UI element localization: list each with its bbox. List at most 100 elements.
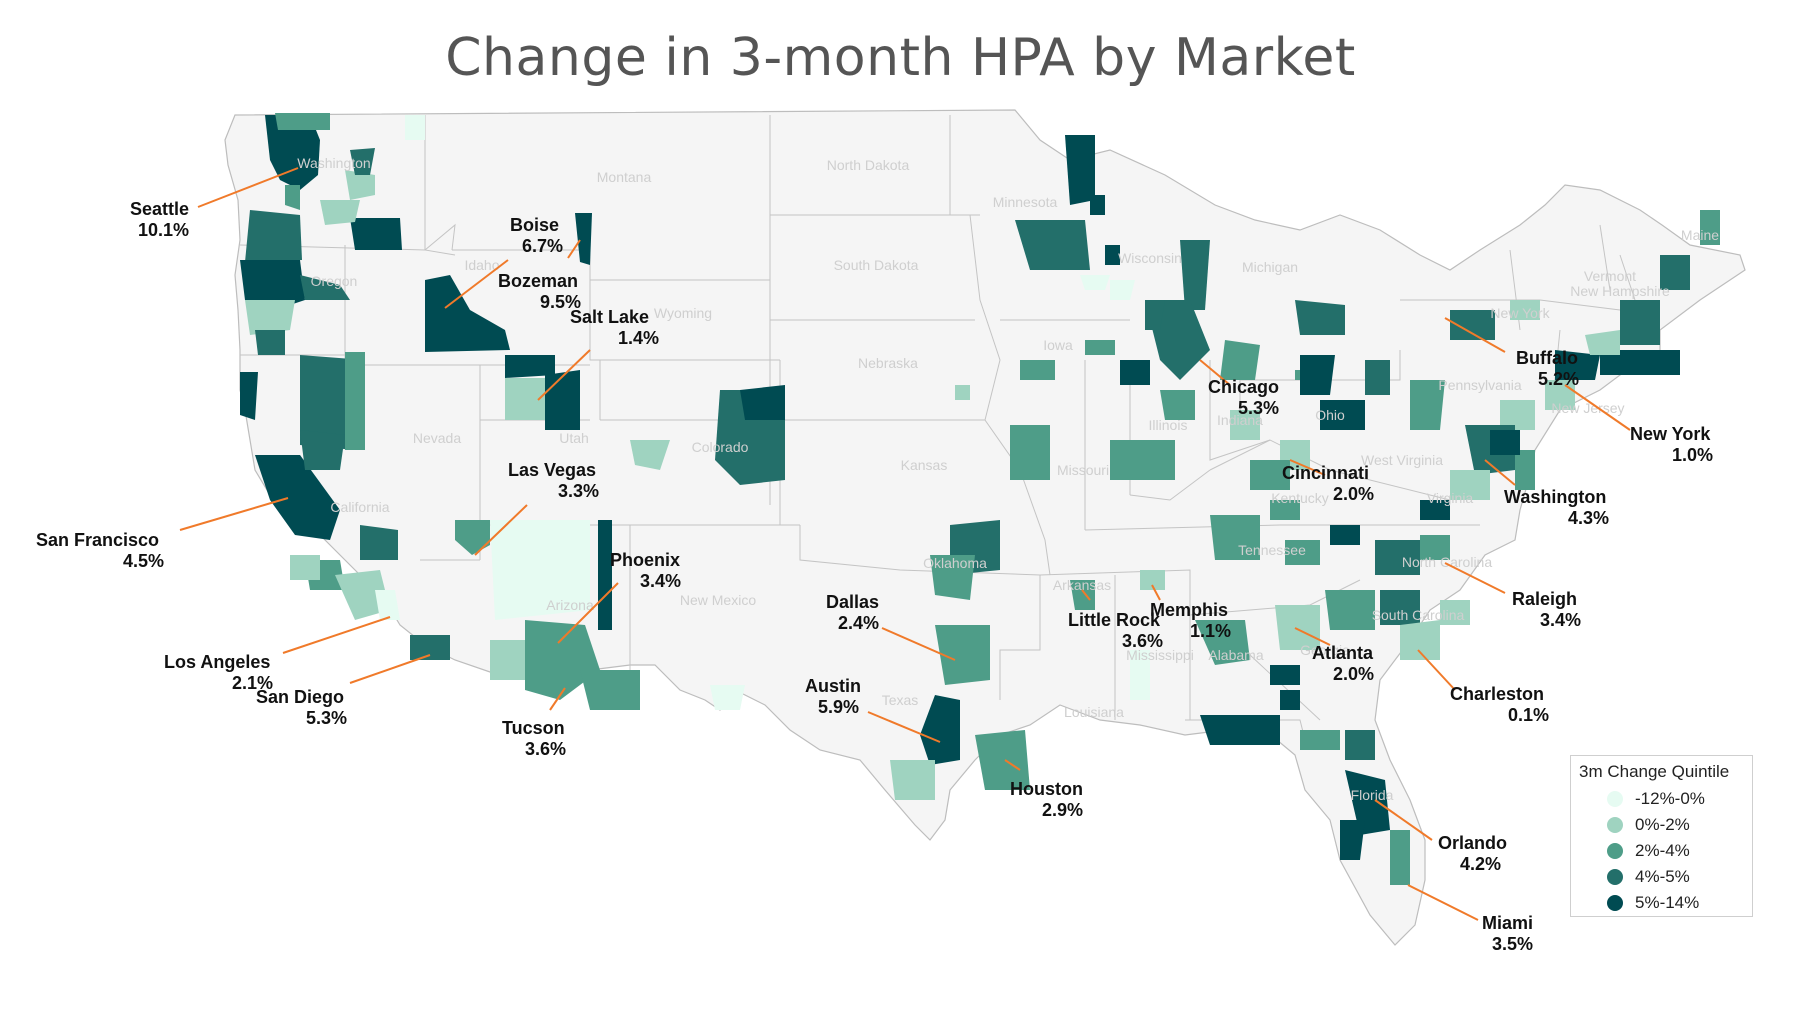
market-area xyxy=(240,260,305,310)
market-area xyxy=(1210,515,1260,560)
state-label-new-hampshire: New Hampshire xyxy=(1570,283,1670,299)
state-label-maine: Maine xyxy=(1681,227,1719,243)
legend-title: 3m Change Quintile xyxy=(1579,762,1730,781)
market-area xyxy=(285,185,300,210)
market-area xyxy=(345,170,375,200)
state-label-virginia: Virginia xyxy=(1427,490,1474,506)
market-area xyxy=(240,372,258,420)
market-area xyxy=(410,635,450,660)
legend-label: 2%-4% xyxy=(1635,841,1690,860)
leader-line-phoenix xyxy=(557,582,619,644)
market-area xyxy=(505,355,555,378)
market-area xyxy=(575,213,592,265)
market-area xyxy=(935,625,990,685)
market-name-raleigh: Raleigh xyxy=(1512,589,1577,609)
state-label-oklahoma: Oklahoma xyxy=(923,555,987,571)
market-area xyxy=(265,115,320,190)
market-name-atlanta: Atlanta xyxy=(1312,643,1374,663)
market-value-houston: 2.9% xyxy=(1042,800,1083,820)
market-value-san-francisco: 4.5% xyxy=(123,551,164,571)
leader-line-raleigh xyxy=(1444,562,1506,594)
state-label-north-carolina: North Carolina xyxy=(1402,554,1492,570)
market-area xyxy=(1140,570,1165,590)
state-label-south-dakota: South Dakota xyxy=(834,257,919,273)
leader-line-atlanta xyxy=(1294,627,1331,646)
market-area xyxy=(1490,430,1520,455)
market-area xyxy=(930,555,975,600)
market-area xyxy=(1200,715,1280,745)
market-area xyxy=(1345,770,1390,835)
state-label-florida: Florida xyxy=(1351,787,1394,803)
market-name-salt-lake: Salt Lake xyxy=(570,307,649,327)
market-area xyxy=(1345,730,1375,760)
state-label-nevada: Nevada xyxy=(413,430,461,446)
market-area xyxy=(275,113,330,130)
market-area xyxy=(1410,380,1445,430)
market-area xyxy=(1270,500,1300,520)
leader-line-buffalo xyxy=(1444,317,1506,353)
state-label-illinois: Illinois xyxy=(1149,417,1188,433)
market-area xyxy=(740,385,785,420)
market-area xyxy=(1160,390,1195,420)
state-label-georgia: Georgia xyxy=(1300,642,1350,658)
market-name-san-diego: San Diego xyxy=(256,687,344,707)
state-label-kentucky: Kentucky xyxy=(1271,490,1329,506)
market-area xyxy=(320,200,360,225)
market-name-san-francisco: San Francisco xyxy=(36,530,159,550)
market-area xyxy=(375,590,400,620)
market-area xyxy=(1555,350,1600,380)
market-value-boise: 6.7% xyxy=(522,236,563,256)
market-area xyxy=(630,440,670,470)
leader-line-las-vegas xyxy=(474,504,528,556)
state-label-louisiana: Louisiana xyxy=(1064,704,1124,720)
state-label-missouri: Missouri xyxy=(1057,462,1109,478)
market-area xyxy=(1400,620,1440,660)
market-area xyxy=(1090,195,1105,215)
market-area xyxy=(1020,360,1055,380)
state-label-north-dakota: North Dakota xyxy=(827,157,910,173)
market-area xyxy=(360,525,398,560)
legend-item: 2%-4% xyxy=(1579,838,1744,864)
state-label-new-york: New York xyxy=(1490,305,1550,321)
market-area xyxy=(1270,665,1300,685)
market-value-san-diego: 5.3% xyxy=(306,708,347,728)
market-name-buffalo: Buffalo xyxy=(1516,348,1578,368)
market-area xyxy=(1600,350,1680,375)
market-area xyxy=(955,385,970,400)
leader-line-washington xyxy=(1484,459,1516,486)
market-area xyxy=(350,218,402,250)
state-label-minnesota: Minnesota xyxy=(993,194,1058,210)
leader-line-houston xyxy=(1004,759,1021,771)
leader-line-san-francisco xyxy=(179,497,289,531)
state-label-tennessee: Tennessee xyxy=(1238,542,1306,558)
market-name-austin: Austin xyxy=(805,676,861,696)
legend-swatch xyxy=(1607,791,1623,807)
market-area xyxy=(255,455,340,540)
market-area xyxy=(425,275,510,352)
legend-item: -12%-0% xyxy=(1579,786,1744,812)
state-label-washington: Washington xyxy=(297,155,370,171)
market-area xyxy=(1065,135,1095,205)
market-area xyxy=(975,730,1030,790)
market-value-orlando: 4.2% xyxy=(1460,854,1501,874)
market-value-dallas: 2.4% xyxy=(838,613,879,633)
market-area xyxy=(455,520,490,555)
market-value-buffalo: 5.2% xyxy=(1538,369,1579,389)
market-area xyxy=(1070,580,1095,610)
state-label-kansas: Kansas xyxy=(901,457,948,473)
market-name-bozeman: Bozeman xyxy=(498,271,578,291)
market-area xyxy=(1620,300,1660,345)
market-area xyxy=(1365,360,1390,395)
legend-swatch xyxy=(1607,869,1623,885)
state-label-arizona: Arizona xyxy=(546,597,594,613)
market-area xyxy=(505,378,545,420)
market-area xyxy=(490,640,525,680)
market-area xyxy=(1440,600,1470,625)
state-label-vermont: Vermont xyxy=(1584,268,1636,284)
market-value-charleston: 0.1% xyxy=(1508,705,1549,725)
market-area xyxy=(245,210,302,262)
state-borders xyxy=(239,115,1636,741)
market-name-boise: Boise xyxy=(510,215,559,235)
state-label-west-virginia: West Virginia xyxy=(1361,452,1443,468)
